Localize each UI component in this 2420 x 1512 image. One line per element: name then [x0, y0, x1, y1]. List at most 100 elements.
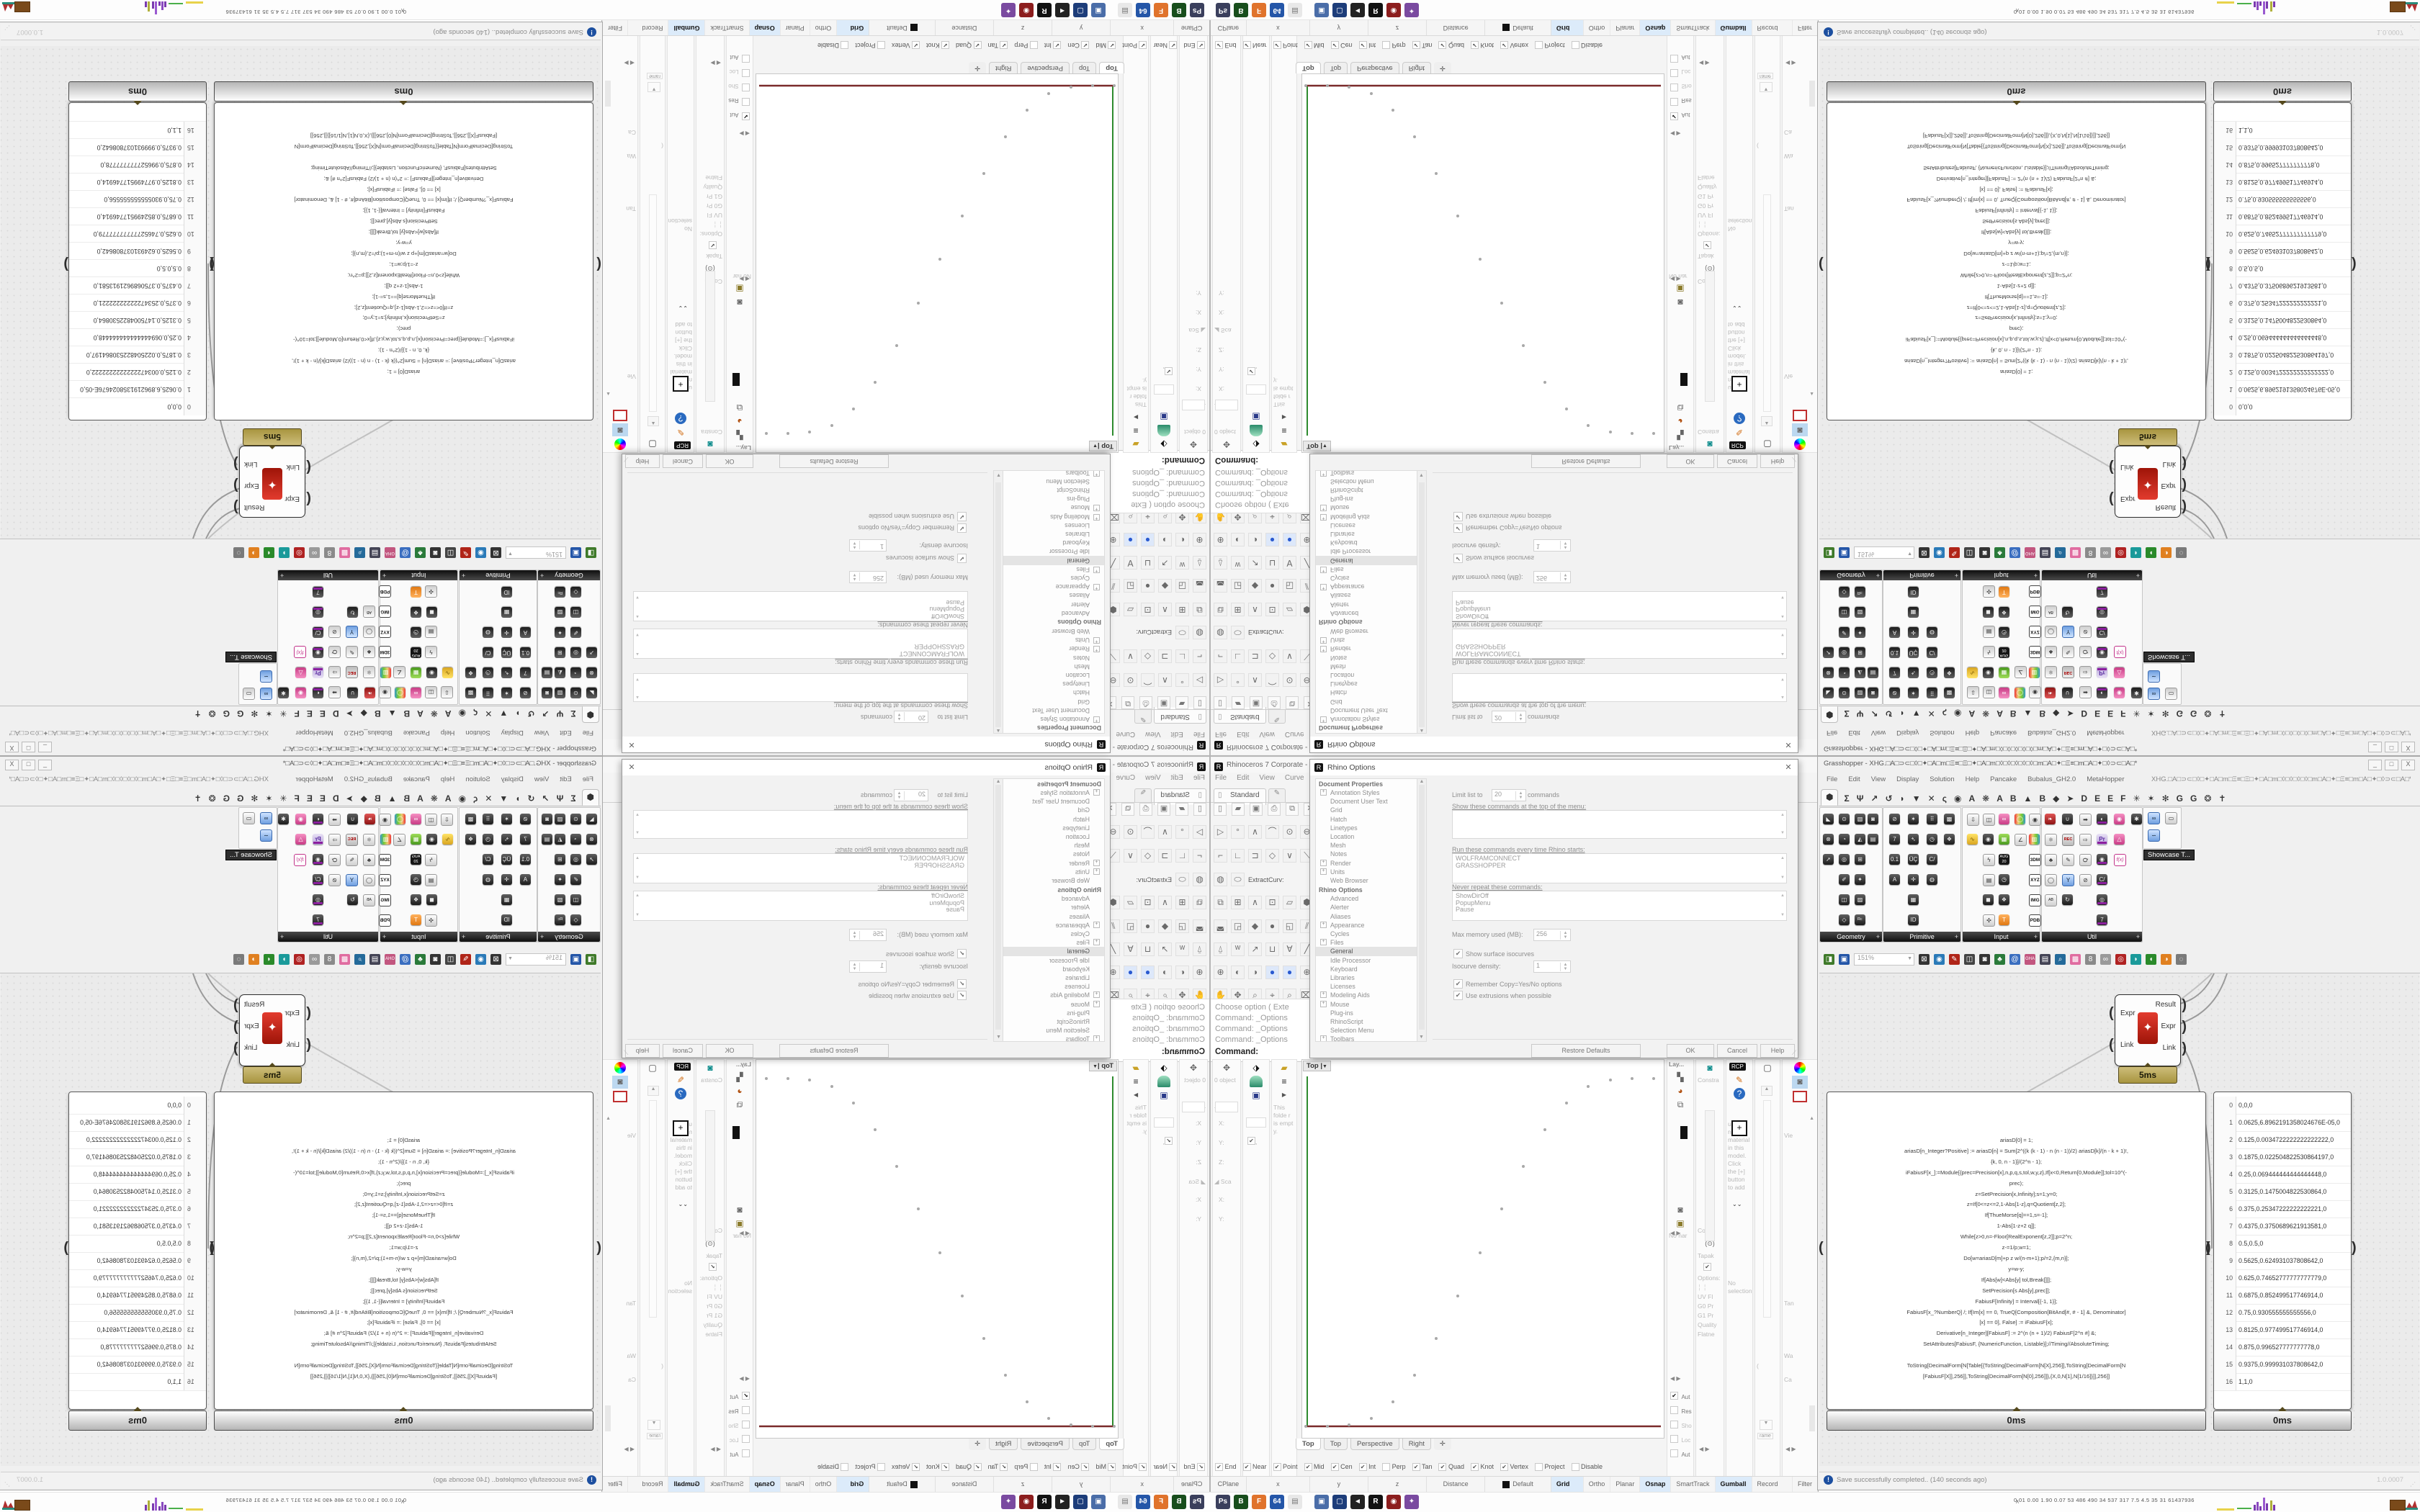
- panel-view[interactable]: ◙ ▲ Vie Tan Wa Ca ◀ ▶: [1782, 34, 1818, 453]
- tool-icon[interactable]: ᵂ: [1231, 942, 1245, 956]
- expand-arrow-icon[interactable]: ▶: [1133, 1092, 1139, 1098]
- tree-item-document-user-text[interactable]: Document User Text: [1032, 798, 1090, 806]
- component-icon[interactable]: ▥: [380, 667, 391, 678]
- code-panel-input-jack[interactable]: (: [596, 256, 601, 272]
- component-icon[interactable]: ◍: [1927, 874, 1937, 885]
- gh-tab-2[interactable]: Ψ: [1856, 793, 1864, 804]
- tree-helper-icon[interactable]: ♣: [1994, 953, 2005, 965]
- camera-button[interactable]: ◙: [612, 1076, 628, 1089]
- osnap-end[interactable]: ✔ End: [1215, 1463, 1237, 1472]
- output-jack-link[interactable]: ): [233, 456, 238, 472]
- tree-item-web-browser[interactable]: Web Browser: [1052, 627, 1090, 635]
- gh-menu-bubalus_gh2.0[interactable]: Bubalus_GH2.0: [344, 775, 393, 783]
- taskbar-app-5[interactable]: ▣: [1314, 3, 1329, 17]
- gh-tab-22[interactable]: ✳: [279, 793, 287, 804]
- component-icon[interactable]: ◉: [295, 814, 306, 824]
- ok-button[interactable]: OK: [706, 1044, 753, 1058]
- component-icon[interactable]: ◉: [426, 834, 437, 845]
- status-default[interactable]: Default: [869, 19, 935, 35]
- pager-buttons[interactable]: ◀ ▶: [1670, 130, 1681, 137]
- gh-tab-6[interactable]: ▼: [1912, 708, 1921, 719]
- component-icon[interactable]: ◼: [426, 894, 437, 905]
- mathematica-component[interactable]: ( ( Expr Link ✦ Result Expr Link ) ) ): [2109, 994, 2187, 1066]
- isocurves-checkbox[interactable]: ✔: [1453, 554, 1463, 563]
- panel-view[interactable]: ◙ ▲ Vie Tan Wa Ca ◀ ▶: [602, 34, 638, 453]
- component-icon[interactable]: XYZ: [2029, 626, 2041, 638]
- tree-item-document-user-text[interactable]: Document User Text: [1330, 798, 1388, 806]
- panel-folder[interactable]: ▰ ≡ ▶ This folde r is empt y.: [1123, 1059, 1149, 1478]
- panel-display[interactable]: ◙ Constra Contin (⊙) Tapak ✔ Options: ╎ …: [1695, 34, 1724, 453]
- zoom-level-input[interactable]: 151% ▼: [506, 546, 566, 559]
- gh-tab-11[interactable]: ❋: [1982, 793, 1990, 804]
- expand-icon[interactable]: +: [1093, 584, 1100, 591]
- tree-item-appearance[interactable]: Appearance +: [1316, 582, 1417, 591]
- gh-tab-13[interactable]: B: [403, 708, 411, 719]
- osnap-end[interactable]: ✔ End: [1183, 1463, 1205, 1472]
- gh-tab-21[interactable]: F: [294, 708, 300, 719]
- remote-icon[interactable]: @: [2009, 953, 2020, 965]
- taskbar-app-9[interactable]: ◉: [1386, 3, 1401, 17]
- component-icon[interactable]: 7: [520, 834, 531, 845]
- component-icon[interactable]: ▭: [243, 812, 255, 824]
- gh-tab-6[interactable]: ▼: [499, 793, 508, 804]
- rhino-menu-view[interactable]: View: [1145, 774, 1161, 782]
- component-icon[interactable]: ◷: [1927, 834, 1937, 845]
- component-icon[interactable]: ◯: [2015, 688, 2025, 698]
- component-icon[interactable]: ◯: [395, 814, 405, 824]
- component-icon[interactable]: ✐: [570, 627, 581, 638]
- save-document-icon[interactable]: ▣: [570, 953, 581, 965]
- viewport-tab-perspective[interactable]: Perspective: [1021, 1439, 1070, 1450]
- component-icon[interactable]: ◉: [2114, 688, 2125, 698]
- zoom-level-input[interactable]: 151% ▼: [1854, 953, 1914, 966]
- input-jack-link[interactable]: (: [2109, 1037, 2114, 1053]
- component-icon[interactable]: ∿: [442, 667, 453, 678]
- component-icon[interactable]: C/: [313, 874, 323, 885]
- gh-tab-26[interactable]: G: [2190, 708, 2197, 719]
- scroll-thumb[interactable]: [1809, 81, 1815, 107]
- tree-item-general[interactable]: General: [1003, 556, 1104, 565]
- expand-icon[interactable]: +: [1093, 789, 1100, 796]
- save-file-icon[interactable]: ▣: [1250, 696, 1263, 709]
- component-icon[interactable]: ✣: [425, 585, 437, 598]
- tree-item-document-user-text[interactable]: Document User Text: [1330, 706, 1388, 714]
- tool-icon[interactable]: ↗: [1158, 942, 1172, 956]
- notes-icon[interactable]: ▤: [2040, 547, 2051, 559]
- tool-icon[interactable]: ⍙: [1214, 556, 1227, 570]
- component-icon[interactable]: ◎: [1839, 854, 1850, 865]
- component-icon[interactable]: ∠: [393, 834, 405, 846]
- tree-item-appearance[interactable]: Appearance +: [1316, 921, 1417, 930]
- toggle-osnap[interactable]: Osnap: [748, 19, 780, 35]
- viewport-tab-✛[interactable]: ✛: [1433, 62, 1451, 73]
- toggle-osnap[interactable]: Osnap: [1640, 1477, 1672, 1493]
- notes-icon[interactable]: ▤: [369, 547, 380, 559]
- zoom-dropdown-icon[interactable]: ▼: [1907, 955, 1912, 961]
- tool-icon[interactable]: ▷: [1193, 673, 1206, 687]
- selection-lasso-icon[interactable]: ◌: [233, 547, 244, 559]
- tool-icon[interactable]: ●: [1265, 966, 1279, 979]
- tree-item-advanced[interactable]: Advanced: [1330, 609, 1359, 617]
- component-icon[interactable]: ◇: [570, 914, 581, 925]
- rings-icon[interactable]: ∞: [2100, 953, 2111, 965]
- taskbar-app-10[interactable]: ✦: [1001, 1495, 1016, 1509]
- gh-tab-27[interactable]: ❂: [2204, 708, 2212, 719]
- gh-tab-14[interactable]: ▲: [2023, 793, 2033, 804]
- gh-menu-display[interactable]: Display: [1896, 775, 1919, 783]
- tool-icon[interactable]: ⊔: [1141, 556, 1155, 570]
- tree-item-hatch[interactable]: Hatch: [1330, 815, 1347, 823]
- resize-grip[interactable]: ⋰: [2410, 1481, 2416, 1488]
- rhino-viewport-top[interactable]: Top |▼: [756, 73, 1119, 453]
- scrollbar[interactable]: [649, 1100, 657, 1318]
- component-icon[interactable]: PDB: [379, 914, 391, 927]
- component-icon[interactable]: △: [2114, 834, 2125, 845]
- tool-icon[interactable]: ∨: [1124, 849, 1137, 863]
- tool-icon[interactable]: ⊞: [1175, 896, 1189, 909]
- component-icon[interactable]: 3DM: [2029, 854, 2041, 866]
- expand-icon[interactable]: +: [1320, 859, 1327, 866]
- rhino-menu-file[interactable]: File: [1215, 730, 1227, 738]
- component-icon[interactable]: ⊘: [328, 626, 341, 638]
- tree-item-idle-processor[interactable]: Idle Processor: [1049, 548, 1090, 556]
- scroll-thumb[interactable]: [1809, 1405, 1815, 1431]
- taskbar-app-8[interactable]: R: [1368, 1495, 1383, 1509]
- gh-tab-28[interactable]: ✝: [194, 708, 202, 719]
- osnap-mid[interactable]: ✔ Mid: [1304, 40, 1325, 49]
